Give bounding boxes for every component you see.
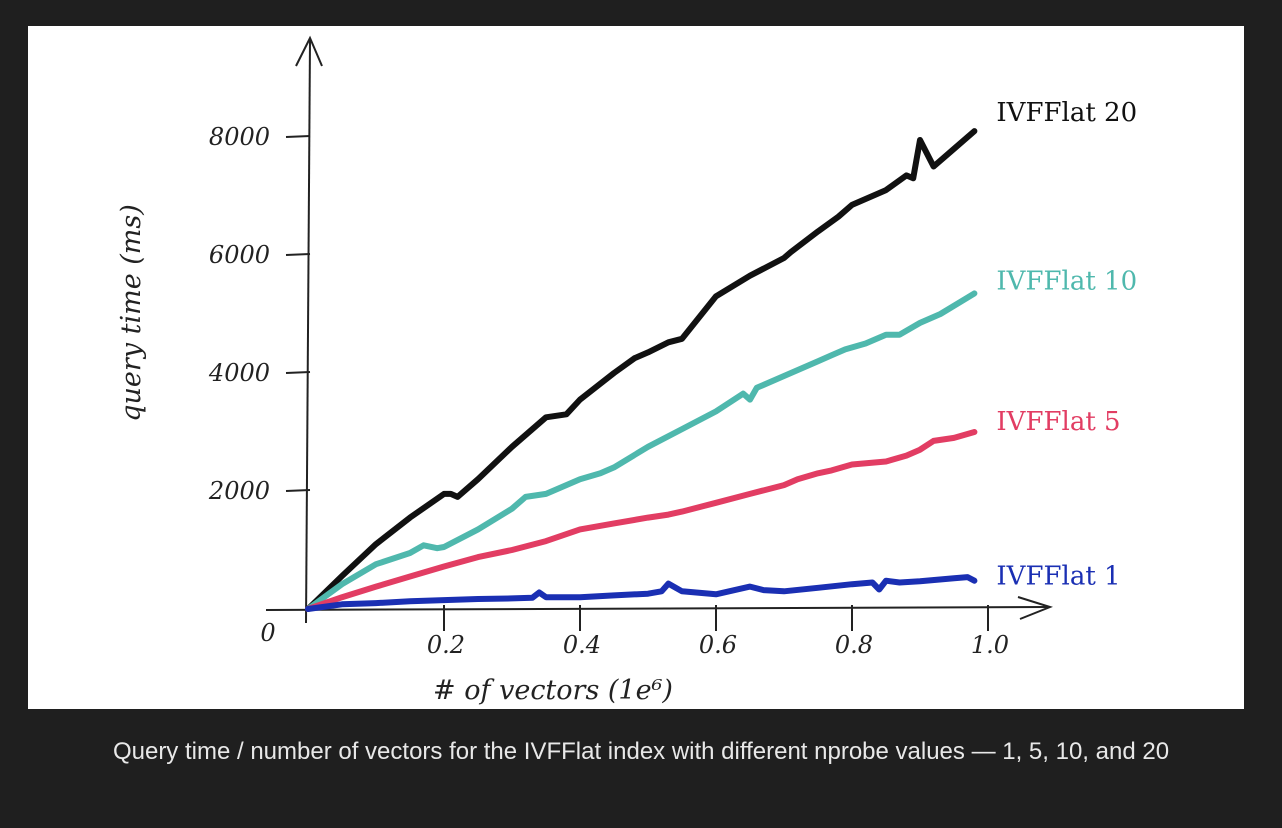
- figure-caption: Query time / number of vectors for the I…: [112, 738, 1170, 765]
- series-label-4: IVFFlat 1: [996, 562, 1120, 592]
- y-tick-mark: [285, 371, 311, 374]
- x-tick-label: 0.8: [835, 631, 873, 659]
- y-tick-label: 8000: [209, 123, 270, 151]
- x-axis-label: # of vectors (1e⁶): [433, 675, 673, 706]
- series-label-1: IVFFlat 20: [996, 98, 1137, 128]
- y-axis-line: [305, 39, 311, 624]
- origin-label: 0: [260, 619, 275, 647]
- x-tick-label: 0.6: [699, 631, 737, 659]
- line-chart: 0 0.2 0.4 0.6 0.8 1.0 2000 4000 6000 8000 # of vec…: [116, 35, 1137, 706]
- y-tick-mark: [285, 135, 311, 138]
- y-tick-label: 4000: [208, 359, 270, 387]
- y-tick-label: 2000: [208, 477, 270, 505]
- series-label-2: IVFFlat 10: [996, 266, 1137, 296]
- series-line-4: [305, 574, 978, 612]
- series-line-3: [305, 429, 978, 612]
- x-axis-arrow: [1017, 596, 1053, 620]
- series-line-2: [305, 290, 978, 612]
- x-axis-line: [265, 606, 1049, 611]
- x-tick-label: 0.4: [563, 631, 601, 659]
- y-axis-arrow: [295, 35, 323, 67]
- series-label-3: IVFFlat 5: [996, 407, 1120, 437]
- x-tick-label: 1.0: [971, 631, 1009, 659]
- y-tick-mark: [285, 253, 311, 256]
- y-tick-mark: [285, 489, 311, 492]
- x-tick-label: 0.2: [427, 631, 465, 659]
- y-axis-label: query time (ms): [116, 204, 147, 422]
- series-line-1: [305, 128, 978, 612]
- y-tick-label: 6000: [209, 241, 270, 269]
- chart-figure: 0 0.2 0.4 0.6 0.8 1.0 2000 4000 6000 8000 # of vec…: [28, 26, 1244, 709]
